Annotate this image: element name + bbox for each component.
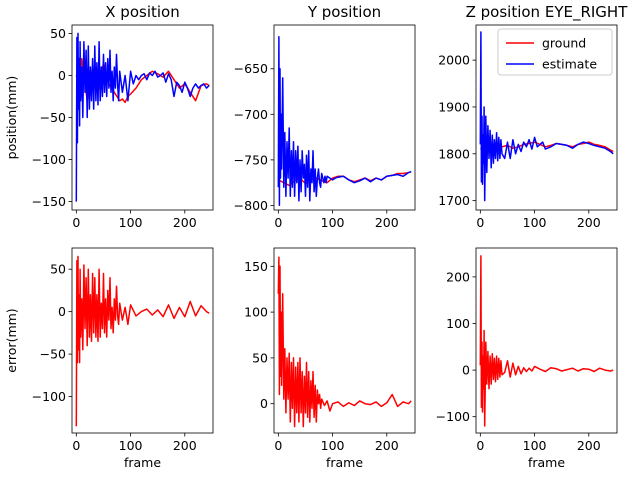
series-line-estimate bbox=[277, 36, 412, 207]
x-tick-label: 200 bbox=[173, 438, 197, 453]
subplot-5: 0 100 200 0 50 100 150 frame bbox=[244, 247, 416, 470]
plot-frame bbox=[273, 247, 416, 434]
y-tick-label: −800 bbox=[234, 198, 268, 213]
plot-frame bbox=[71, 24, 214, 211]
y-tick-label: 50 bbox=[252, 350, 268, 365]
x-tick-label: 100 bbox=[523, 438, 547, 453]
series-line-error bbox=[75, 255, 210, 427]
x-tick-label: 100 bbox=[321, 215, 345, 230]
y-tick-label: 2000 bbox=[438, 53, 470, 68]
y-tick-label: −100 bbox=[436, 409, 470, 424]
y-tick-label: −750 bbox=[234, 152, 268, 167]
plot-frame bbox=[475, 24, 618, 211]
y-tick-label: 0 bbox=[260, 396, 268, 411]
y-axis-label: error(mm) bbox=[4, 308, 19, 372]
x-tick-label: 200 bbox=[375, 215, 399, 230]
y-tick-label: 1700 bbox=[438, 193, 470, 208]
x-tick-label: 100 bbox=[321, 438, 345, 453]
series-line-estimate bbox=[479, 31, 614, 202]
x-tick-label: 0 bbox=[476, 438, 484, 453]
series-line-ground bbox=[480, 141, 614, 153]
legend-label-estimate: estimate bbox=[542, 57, 597, 72]
y-tick-label: 0 bbox=[58, 68, 66, 83]
x-tick-label: 100 bbox=[119, 438, 143, 453]
subplot-6: 0 100 200 −100 0 100 200 frame bbox=[436, 247, 618, 470]
subplot-title: X position bbox=[105, 3, 179, 21]
series-line-error bbox=[479, 255, 614, 427]
subplot-2: 0 100 200 −800 −750 −700 −650 Y position bbox=[234, 3, 416, 230]
y-tick-label: 200 bbox=[446, 269, 470, 284]
y-tick-label: −650 bbox=[234, 61, 268, 76]
x-tick-label: 0 bbox=[72, 215, 80, 230]
y-tick-label: 50 bbox=[50, 262, 66, 277]
x-tick-label: 200 bbox=[577, 438, 601, 453]
subplot-1: 0 100 200 −150 −100 −50 0 50 X position position(… bbox=[4, 3, 214, 230]
y-tick-label: 0 bbox=[462, 363, 470, 378]
x-axis-label: frame bbox=[528, 455, 565, 470]
y-tick-label: −150 bbox=[32, 194, 66, 209]
y-tick-label: 100 bbox=[244, 305, 268, 320]
subplot-3: 0 100 200 1700 1800 1900 2000 Z position EYE_RI… bbox=[438, 3, 628, 230]
y-tick-label: −100 bbox=[32, 389, 66, 404]
x-axis-label: frame bbox=[326, 455, 363, 470]
x-tick-label: 100 bbox=[523, 215, 547, 230]
y-tick-label: −50 bbox=[40, 110, 66, 125]
subplot-title: Y position bbox=[307, 3, 381, 21]
y-tick-label: −50 bbox=[40, 347, 66, 362]
y-axis-label: position(mm) bbox=[4, 76, 19, 160]
plot-frame bbox=[273, 24, 416, 211]
plot-frame bbox=[475, 247, 618, 434]
y-tick-label: −700 bbox=[234, 107, 268, 122]
x-tick-label: 0 bbox=[274, 215, 282, 230]
subplot-4: 0 100 200 −100 −50 0 50 frame error(mm) bbox=[4, 247, 214, 470]
y-tick-label: 1800 bbox=[438, 146, 470, 161]
y-tick-label: 1900 bbox=[438, 99, 470, 114]
x-tick-label: 200 bbox=[375, 438, 399, 453]
x-tick-label: 200 bbox=[173, 215, 197, 230]
y-tick-label: −100 bbox=[32, 152, 66, 167]
series-line-estimate bbox=[75, 32, 210, 202]
series-line-error bbox=[277, 256, 412, 428]
legend: ground estimate bbox=[497, 28, 613, 76]
y-tick-label: 50 bbox=[50, 26, 66, 41]
x-tick-label: 0 bbox=[72, 438, 80, 453]
x-tick-label: 0 bbox=[476, 215, 484, 230]
y-tick-label: 0 bbox=[58, 304, 66, 319]
plot-frame bbox=[71, 247, 214, 434]
y-tick-label: 150 bbox=[244, 259, 268, 274]
x-axis-label: frame bbox=[124, 455, 161, 470]
x-tick-label: 100 bbox=[119, 215, 143, 230]
legend-label-ground: ground bbox=[542, 36, 586, 51]
y-tick-label: 100 bbox=[446, 316, 470, 331]
x-tick-label: 0 bbox=[274, 438, 282, 453]
subplot-title: Z position EYE_RIGHT bbox=[466, 3, 629, 22]
x-tick-label: 200 bbox=[577, 215, 601, 230]
